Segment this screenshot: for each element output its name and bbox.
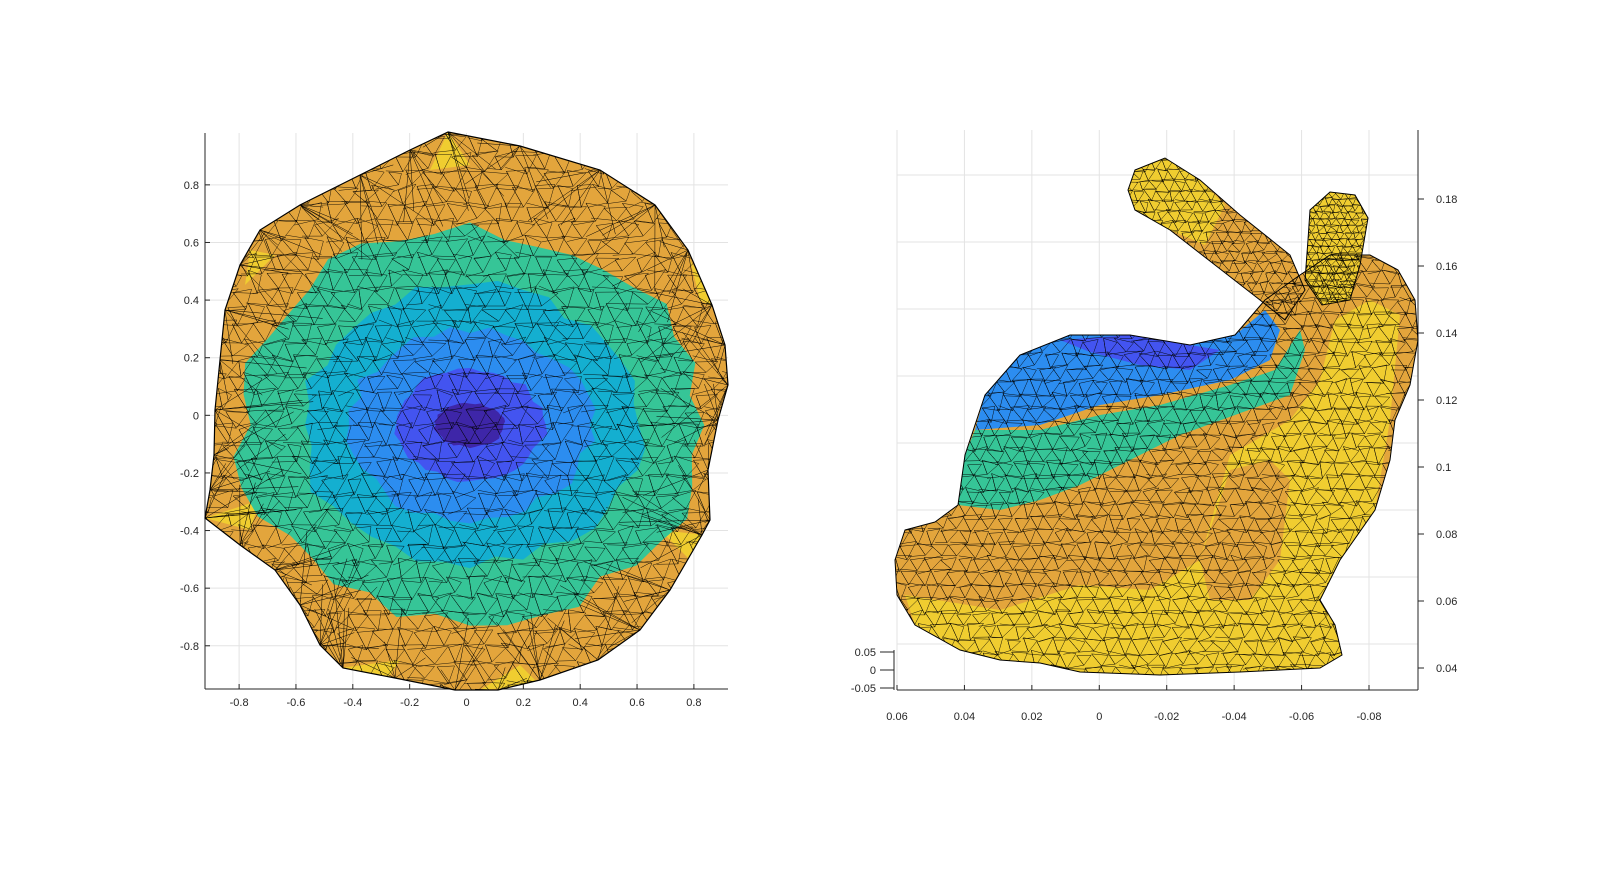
- right-y-tick-labels: 0.05 0 -0.05: [851, 647, 876, 695]
- right-x-tick-label-7: -0.08: [1356, 711, 1381, 723]
- left-x-tick-label-8: 0.8: [686, 697, 701, 709]
- right-x-tick-label-5: -0.04: [1222, 711, 1247, 723]
- right-y-tick-label-2: -0.05: [851, 683, 876, 695]
- right-axes: [880, 130, 1424, 691]
- right-z-tick-label-7: 0.04: [1436, 663, 1457, 675]
- right-x-tick-label-3: 0: [1096, 711, 1102, 723]
- right-z-tick-labels: 0.18 0.16 0.14 0.12 0.1 0.08 0.06 0.04: [1436, 194, 1457, 675]
- right-z-tick-label-3: 0.12: [1436, 395, 1457, 407]
- right-z-tick-label-1: 0.16: [1436, 261, 1457, 273]
- right-y-tick-label-1: 0: [870, 665, 876, 677]
- left-y-tick-label-8: -0.8: [180, 641, 199, 653]
- left-y-tick-labels: 0.8 0.6 0.4 0.2 0 -0.2 -0.4 -0.6 -0.8: [180, 180, 199, 653]
- right-z-tick-label-4: 0.1: [1436, 462, 1451, 474]
- left-y-tick-label-4: 0: [193, 410, 199, 422]
- bunny-green-band: [958, 330, 1305, 510]
- left-x-tick-label-7: 0.6: [629, 697, 644, 709]
- right-z-tick-label-0: 0.18: [1436, 194, 1457, 206]
- left-y-tick-label-5: -0.2: [180, 468, 199, 480]
- left-x-tick-labels: -0.8 -0.6 -0.4 -0.2 0 0.2 0.4 0.6 0.8: [230, 697, 702, 709]
- left-x-tick-label-0: -0.8: [230, 697, 249, 709]
- right-z-tick-label-2: 0.14: [1436, 328, 1457, 340]
- bunny-leg-orange: [1200, 460, 1290, 600]
- left-x-tick-label-5: 0.2: [516, 697, 531, 709]
- left-x-tick-label-2: -0.4: [343, 697, 362, 709]
- bunny-body-outline: [894, 254, 1419, 676]
- right-x-tick-labels: 0.06 0.04 0.02 0 -0.02 -0.04 -0.06 -0.08: [886, 711, 1381, 723]
- bunny-ear-left-outline: [1127, 157, 1306, 321]
- left-y-tick-label-7: -0.6: [180, 583, 199, 595]
- right-x-tick-label-4: -0.02: [1154, 711, 1179, 723]
- bunny-ear-right-outline: [1304, 191, 1369, 306]
- left-y-tick-label-2: 0.4: [184, 295, 199, 307]
- left-x-tick-label-3: -0.2: [400, 697, 419, 709]
- right-z-tick-label-5: 0.08: [1436, 529, 1457, 541]
- left-y-tick-label-0: 0.8: [184, 180, 199, 192]
- left-y-tick-label-1: 0.6: [184, 237, 199, 249]
- bunny-lower-yellow: [905, 300, 1400, 675]
- right-x-tick-label-2: 0.02: [1021, 711, 1042, 723]
- right-x-tick-label-6: -0.06: [1289, 711, 1314, 723]
- right-y-tick-label-0: 0.05: [855, 647, 876, 659]
- bunny-mesh-plot: 0.06 0.04 0.02 0 -0.02 -0.04 -0.06 -0.08 0.180.…: [851, 130, 1457, 723]
- left-x-tick-label-4: 0: [463, 697, 469, 709]
- bunny-color-regions: [895, 158, 1418, 675]
- left-y-tick-label-3: 0.2: [184, 353, 199, 365]
- left-x-tick-label-6: 0.4: [573, 697, 588, 709]
- disk-parameterization-plot: -0.8 -0.6 -0.4 -0.2 0 0.2 0.4 0.6 0.8 0.80.60.40…: [180, 131, 729, 709]
- left-x-tick-label-1: -0.6: [286, 697, 305, 709]
- left-y-tick-label-6: -0.4: [180, 526, 199, 538]
- right-z-tick-label-6: 0.06: [1436, 596, 1457, 608]
- disk-band-dark: [433, 402, 506, 449]
- disk-boundary: [204, 131, 729, 691]
- right-x-tick-label-0: 0.06: [886, 711, 907, 723]
- right-x-tick-label-1: 0.04: [954, 711, 975, 723]
